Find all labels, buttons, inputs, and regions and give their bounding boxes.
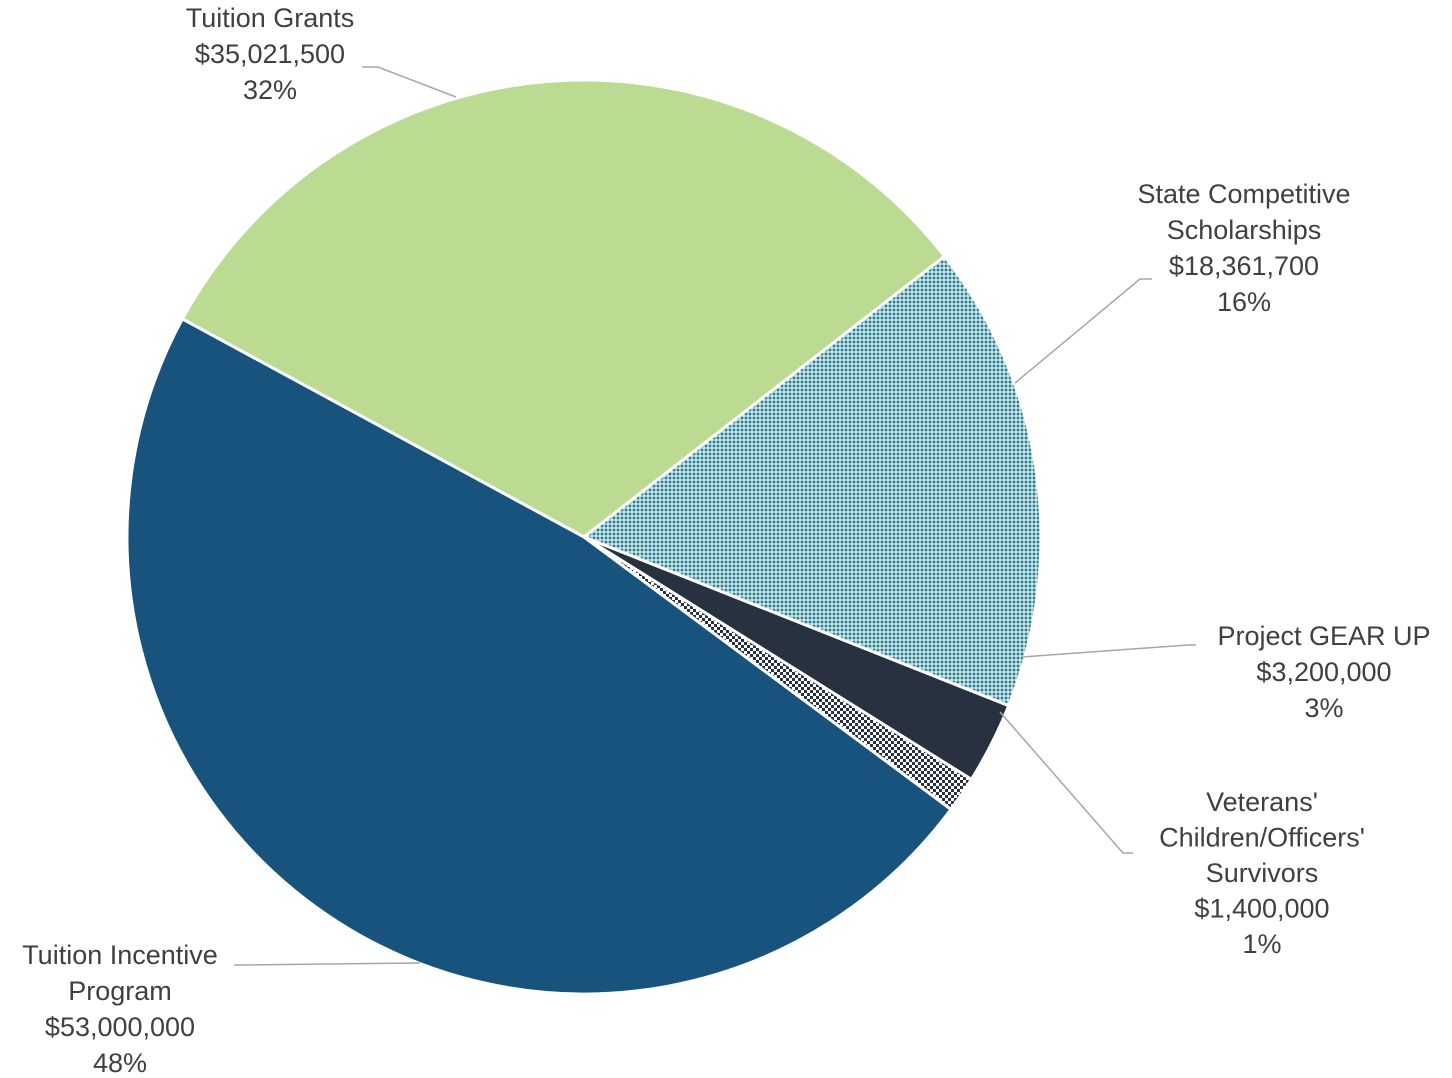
leader-line	[234, 962, 421, 966]
label-line: Tuition Grants	[186, 3, 355, 33]
label-line: State Competitive	[1137, 179, 1350, 209]
label-line: 48%	[93, 1048, 147, 1078]
label-state-competitive-scholarships: State Competitive Scholarships $18,361,700…	[1137, 179, 1350, 317]
label-line: Survivors	[1206, 858, 1319, 888]
label-project-gear-up: Project GEAR UP $3,200,000 3%	[1217, 621, 1430, 723]
label-line: 32%	[243, 75, 297, 105]
leader-line	[999, 711, 1133, 854]
slice-tuition-grants	[180, 78, 947, 539]
label-line: Program	[68, 976, 172, 1006]
label-line: 16%	[1217, 287, 1271, 317]
label-line: Children/Officers'	[1159, 823, 1365, 853]
label-tuition-grants: Tuition Grants $35,021,500 32%	[186, 3, 355, 105]
label-line: Project GEAR UP	[1217, 621, 1430, 651]
label-line: Tuition Incentive	[22, 940, 218, 970]
label-line: 3%	[1304, 693, 1343, 723]
label-line: $35,021,500	[195, 39, 345, 69]
slice-state-competitive-scholarships	[582, 254, 1043, 708]
label-tuition-incentive-program: Tuition Incentive Program $53,000,000 48%	[22, 940, 218, 1078]
leader-line	[362, 66, 457, 98]
leader-line	[1021, 644, 1196, 658]
label-line: Scholarships	[1167, 215, 1322, 245]
label-line: $3,200,000	[1256, 657, 1391, 687]
label-line: $53,000,000	[45, 1012, 195, 1042]
label-line: $18,361,700	[1169, 251, 1319, 281]
slice-tuition-incentive-program	[125, 317, 953, 996]
leader-line	[1014, 278, 1152, 384]
label-veterans-children-officers-survivors: Veterans' Children/Officers' Survivors $1,4…	[1159, 787, 1365, 959]
label-line: 1%	[1242, 929, 1281, 959]
label-line: Veterans'	[1206, 787, 1318, 817]
label-line: $1,400,000	[1194, 894, 1329, 924]
